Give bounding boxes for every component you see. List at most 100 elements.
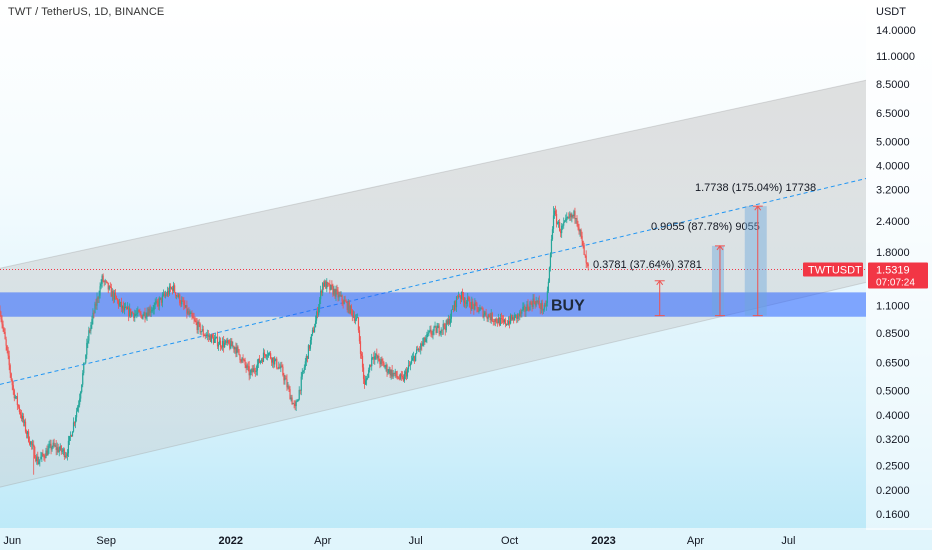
last-price-tag[interactable] [868,262,928,289]
candle-body [470,307,472,310]
candle-body [18,406,21,413]
candle-body [559,222,561,232]
candle-body [0,310,1,316]
candle-body [575,218,577,220]
candle-body [140,313,142,316]
candle-body [226,340,228,343]
candle-body [40,456,42,460]
candle-body [216,336,219,347]
candle-body [222,340,224,348]
candle-body [514,314,516,321]
price-axis[interactable]: USDT 14.0000 11.0000 8.5000 6.5000 5.0000 4.00… [803,0,932,530]
candle-body [162,293,164,296]
candle-body [429,329,431,332]
candle-body [11,379,13,386]
candle-body [317,311,319,315]
candle-body [543,304,545,310]
candle-body [390,369,392,376]
candle-body [392,372,394,377]
candle-body [379,361,381,365]
candle-body [228,340,230,344]
candle-body [212,337,215,343]
candle-body [484,312,486,315]
candle-body [262,352,265,362]
candle-body [59,445,61,450]
candle-body [286,379,288,388]
candle-body [452,309,455,310]
candle-body [450,309,452,319]
candle-body [342,301,344,304]
candle-body [112,291,114,300]
candle-body [447,318,449,324]
candle-body [521,309,523,314]
candle-body [540,302,542,309]
candle-body [545,303,547,307]
candle-body [66,453,69,457]
candle-body [61,451,63,452]
price-tick-label: 11.0000 [876,51,915,63]
candle-body [428,331,430,334]
candle-body [99,286,101,296]
candle-body [80,391,82,399]
candle-body [345,301,347,303]
candle-body [113,292,115,300]
target-label: 1.7738 (175.04%) 17738 [695,182,816,194]
candle-body [115,296,118,300]
candle-body [23,421,26,423]
candle-body [109,286,111,288]
time-axis[interactable]: Jun Sep 2022 Apr Jul Oct 2023 Apr Jul [0,528,932,550]
time-tick-label: Apr [687,535,704,547]
candle-body [323,282,325,287]
candle-body [486,316,488,319]
candle-body [50,443,52,450]
candle-body [107,282,109,290]
candle-body [378,356,380,362]
candle-body [522,306,524,310]
candle-body [564,220,566,223]
candle-body [287,386,289,388]
candle-body [418,349,420,351]
candle-body [544,304,546,307]
candle-body [489,316,491,321]
candle-body [449,318,451,324]
candle-body [126,307,128,310]
candle-body [308,345,311,349]
candle-body [526,304,528,311]
candle-body [68,436,71,441]
target-arrow-icon [716,245,724,251]
price-tick-label: 4.0000 [876,161,910,173]
candle-body [180,303,182,305]
candle-body [196,322,198,330]
candle-body [437,325,439,328]
candle-body [455,296,458,308]
candle-body [26,431,29,435]
candle-body [565,218,567,221]
price-tick-label: 1.1000 [876,300,910,312]
candle-body [346,302,348,311]
symbol-tag[interactable] [803,262,863,277]
candle-body [250,369,252,373]
candle-body [382,360,384,364]
time-tick-label: Jun [3,535,21,547]
candle-body [147,312,149,316]
candle-body [294,403,296,407]
price-tick-label: 0.3200 [876,434,910,446]
price-tick-label: 0.1600 [876,509,910,521]
price-tick-label: 1.8000 [876,247,910,259]
candle-body [289,389,291,400]
targets-layer: 0.3781 (37.64%) 3781 0.9055 (87.78%) 9055… [551,182,816,317]
candle-body [393,372,395,374]
candle-body [87,340,89,343]
candle-body [314,320,317,328]
candle-body [132,312,134,314]
candle-body [373,357,375,360]
candle-body [215,336,218,338]
candle-body [137,310,139,314]
candle-body [156,300,158,303]
candle-body [235,347,237,354]
candle-body [403,373,406,381]
candle-body [96,297,98,306]
countdown-label: 07:07:24 [876,277,915,288]
candle-body [302,370,304,373]
